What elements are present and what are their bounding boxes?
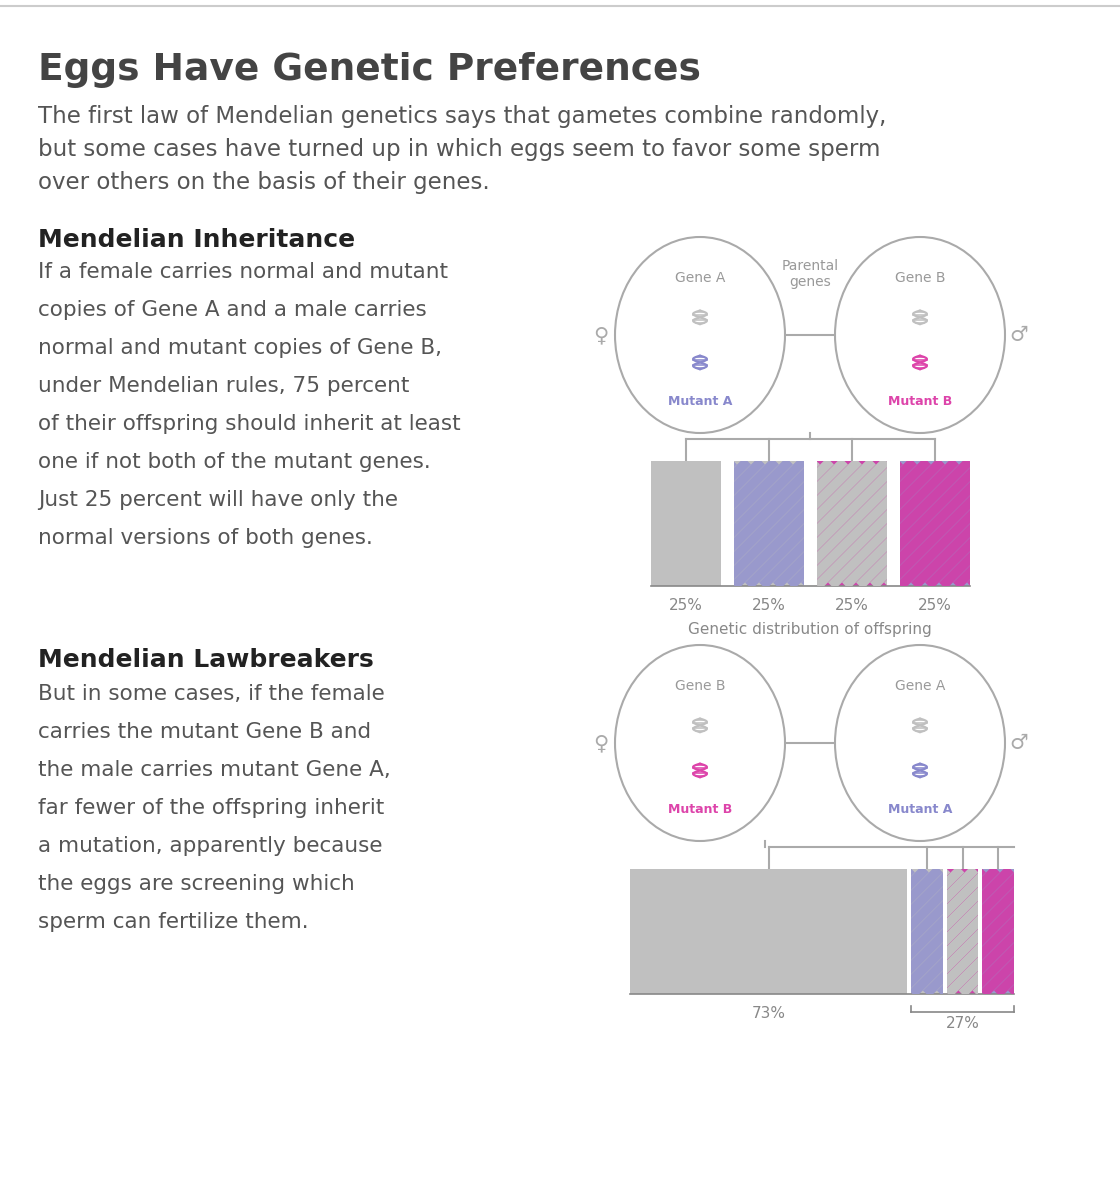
- Bar: [982, 869, 1014, 994]
- Bar: [629, 869, 907, 994]
- Text: If a female carries normal and mutant: If a female carries normal and mutant: [38, 262, 448, 282]
- Text: Gene A: Gene A: [675, 271, 725, 286]
- Text: of their offspring should inherit at least: of their offspring should inherit at lea…: [38, 413, 460, 434]
- Text: under Mendelian rules, 75 percent: under Mendelian rules, 75 percent: [38, 376, 410, 396]
- Ellipse shape: [615, 237, 785, 433]
- Text: ♀: ♀: [594, 325, 608, 345]
- Text: over others on the basis of their genes.: over others on the basis of their genes.: [38, 171, 489, 194]
- Text: 25%: 25%: [917, 598, 951, 613]
- Text: Parental
genes: Parental genes: [782, 259, 839, 289]
- Text: Mutant A: Mutant A: [668, 396, 732, 409]
- Bar: [912, 869, 943, 994]
- Bar: [899, 461, 970, 586]
- Text: 73%: 73%: [752, 1006, 786, 1021]
- Text: far fewer of the offspring inherit: far fewer of the offspring inherit: [38, 798, 384, 819]
- Text: copies of Gene A and a male carries: copies of Gene A and a male carries: [38, 300, 427, 320]
- Text: normal and mutant copies of Gene B,: normal and mutant copies of Gene B,: [38, 338, 442, 358]
- Text: Mendelian Inheritance: Mendelian Inheritance: [38, 228, 355, 252]
- Text: one if not both of the mutant genes.: one if not both of the mutant genes.: [38, 452, 431, 472]
- Text: Mutant B: Mutant B: [888, 396, 952, 409]
- Text: The first law of Mendelian genetics says that gametes combine randomly,: The first law of Mendelian genetics says…: [38, 105, 886, 128]
- Ellipse shape: [615, 645, 785, 841]
- Text: 25%: 25%: [669, 598, 702, 613]
- Text: normal versions of both genes.: normal versions of both genes.: [38, 528, 373, 549]
- Text: the male carries mutant Gene A,: the male carries mutant Gene A,: [38, 760, 391, 780]
- Text: Mutant A: Mutant A: [888, 803, 952, 816]
- Text: Gene A: Gene A: [895, 679, 945, 693]
- Ellipse shape: [836, 237, 1005, 433]
- Bar: [899, 461, 970, 586]
- Text: the eggs are screening which: the eggs are screening which: [38, 874, 355, 894]
- Text: 27%: 27%: [945, 1016, 980, 1031]
- Text: but some cases have turned up in which eggs seem to favor some sperm: but some cases have turned up in which e…: [38, 137, 880, 161]
- Bar: [946, 869, 979, 994]
- Text: Eggs Have Genetic Preferences: Eggs Have Genetic Preferences: [38, 53, 701, 88]
- Bar: [734, 461, 803, 586]
- Bar: [816, 461, 887, 586]
- Bar: [816, 461, 887, 586]
- Bar: [734, 461, 803, 586]
- Text: Genetic distribution of offspring: Genetic distribution of offspring: [688, 623, 932, 637]
- Text: But in some cases, if the female: But in some cases, if the female: [38, 684, 385, 704]
- Text: 25%: 25%: [834, 598, 868, 613]
- Text: 25%: 25%: [752, 598, 785, 613]
- Text: ♀: ♀: [594, 733, 608, 753]
- Bar: [946, 869, 979, 994]
- Text: a mutation, apparently because: a mutation, apparently because: [38, 836, 383, 856]
- Text: Mendelian Lawbreakers: Mendelian Lawbreakers: [38, 648, 374, 672]
- Text: Gene B: Gene B: [895, 271, 945, 286]
- Text: Gene B: Gene B: [674, 679, 726, 693]
- Ellipse shape: [836, 645, 1005, 841]
- Text: Mutant B: Mutant B: [668, 803, 732, 816]
- Text: Just 25 percent will have only the: Just 25 percent will have only the: [38, 490, 398, 510]
- Text: ♂: ♂: [1009, 733, 1028, 753]
- Bar: [651, 461, 720, 586]
- Text: sperm can fertilize them.: sperm can fertilize them.: [38, 912, 309, 932]
- Bar: [982, 869, 1014, 994]
- Text: carries the mutant Gene B and: carries the mutant Gene B and: [38, 722, 371, 742]
- Bar: [912, 869, 943, 994]
- Text: ♂: ♂: [1009, 325, 1028, 345]
